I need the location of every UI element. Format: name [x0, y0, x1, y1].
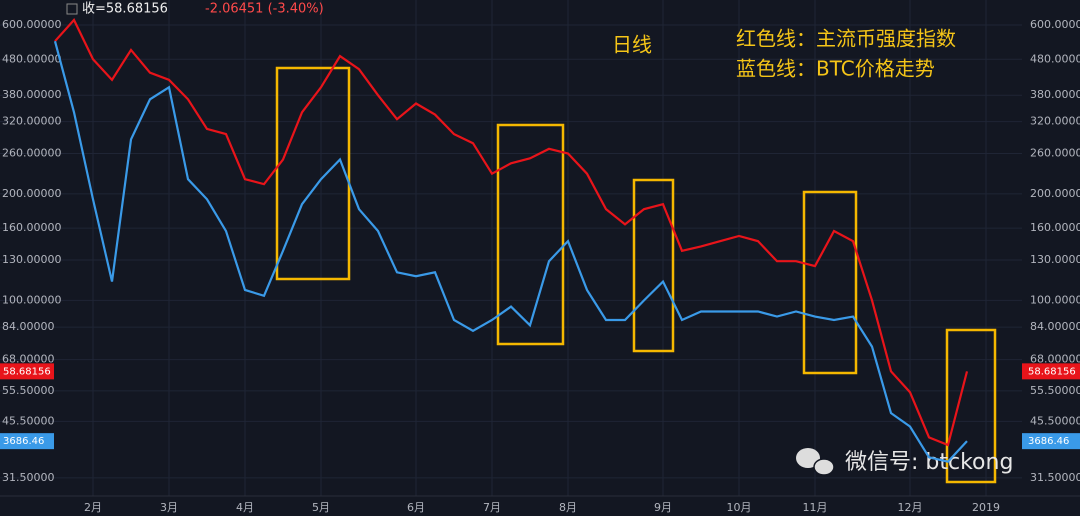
price-tag-bg — [0, 433, 54, 450]
x-tick-label: 11月 — [803, 501, 828, 514]
wechat-icon — [796, 448, 835, 476]
y2-tick-label: 55.50000 — [1030, 384, 1080, 397]
price-tag-bg — [0, 363, 54, 380]
highlight-boxes — [275, 66, 997, 484]
y2-tick-label: 260.00000 — [1030, 147, 1080, 160]
legend-entry: 红色线：主流币强度指数 — [736, 27, 956, 51]
highlight-box — [632, 178, 675, 353]
y2-tick-label: 380.00000 — [1030, 88, 1080, 101]
x-tick-label: 7月 — [483, 501, 501, 514]
y-tick-label: 130.00000 — [2, 253, 62, 266]
y2-tick-label: 200.00000 — [1030, 187, 1080, 200]
series-line — [54, 18, 969, 447]
header-change: -2.06451 (-3.40%) — [205, 2, 324, 17]
highlight-box — [945, 328, 997, 484]
y-tick-label: 84.00000 — [2, 320, 55, 333]
y2-tick-label: 480.00000 — [1030, 52, 1080, 65]
x-tick-label: 3月 — [160, 501, 178, 514]
x-tick-label: 5月 — [312, 501, 330, 514]
x-tick-label: 9月 — [654, 501, 672, 514]
x-tick-label: 10月 — [727, 501, 752, 514]
price-tag-bg — [1022, 363, 1080, 380]
price-tag: 58.68156 — [3, 366, 51, 377]
expand-icon[interactable] — [66, 3, 78, 15]
legend-entry: 蓝色线：BTC价格走势 — [736, 57, 935, 81]
x-tick-label: 12月 — [898, 501, 923, 514]
highlight-box — [496, 123, 565, 346]
watermark: 微信号: btckong — [845, 450, 1013, 475]
y-tick-label: 31.50000 — [2, 471, 55, 484]
y2-tick-label: 130.00000 — [1030, 253, 1080, 266]
subtitle: 日线 — [612, 33, 652, 57]
y2-tick-label: 45.50000 — [1030, 414, 1080, 427]
y2-tick-label: 68.00000 — [1030, 353, 1080, 366]
y-tick-label: 380.00000 — [2, 88, 62, 101]
y-tick-label: 68.00000 — [2, 353, 55, 366]
x-tick-label: 6月 — [407, 501, 425, 514]
y2-tick-label: 31.50000 — [1030, 471, 1080, 484]
y-tick-label: 200.00000 — [2, 187, 62, 200]
x-tick-label: 2月 — [84, 501, 102, 514]
y-tick-label: 160.00000 — [2, 221, 62, 234]
price-tag-bg — [1022, 433, 1080, 450]
y-tick-label: 100.00000 — [2, 293, 62, 306]
price-tag: 3686.46 — [1028, 436, 1069, 447]
header-close: 收=58.68156 — [82, 2, 168, 17]
highlight-box — [275, 66, 351, 281]
x-tick-label: 4月 — [236, 501, 254, 514]
y2-tick-label: 320.00000 — [1030, 115, 1080, 128]
x-tick-label: 2019 — [972, 501, 1000, 514]
y2-tick-label: 600.00000 — [1030, 18, 1080, 31]
y-tick-label: 480.00000 — [2, 52, 62, 65]
price-tag: 58.68156 — [1028, 366, 1076, 377]
y2-tick-label: 84.00000 — [1030, 320, 1080, 333]
price-tag: 3686.46 — [3, 436, 44, 447]
y2-tick-label: 100.00000 — [1030, 293, 1080, 306]
y-tick-label: 600.00000 — [2, 18, 62, 31]
series-line — [53, 40, 968, 463]
highlight-box — [802, 190, 858, 375]
y2-tick-label: 160.00000 — [1030, 221, 1080, 234]
y-tick-label: 260.00000 — [2, 147, 62, 160]
x-tick-label: 8月 — [559, 501, 577, 514]
y-tick-label: 45.50000 — [2, 414, 55, 427]
y-tick-label: 320.00000 — [2, 115, 62, 128]
y-tick-label: 55.50000 — [2, 384, 55, 397]
